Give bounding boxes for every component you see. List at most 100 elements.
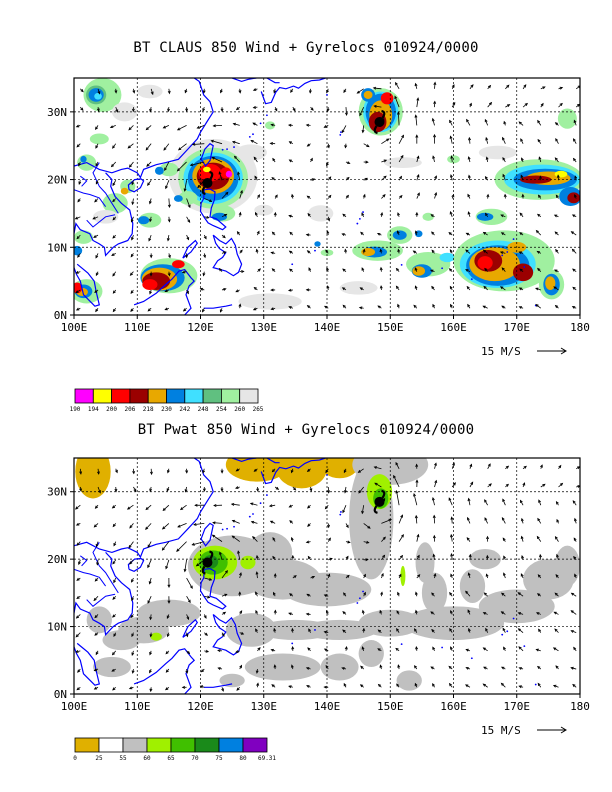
wind-vector (168, 253, 171, 259)
wind-vector (161, 523, 170, 530)
wind-vector (164, 289, 170, 292)
wind-vector (221, 632, 225, 637)
coastline (231, 78, 258, 83)
wind-vector (434, 175, 437, 181)
island (506, 630, 509, 633)
wind-vector (149, 289, 152, 295)
wind-vector (112, 523, 117, 528)
shading-blob (235, 144, 267, 161)
island (501, 254, 504, 257)
wind-vector (519, 499, 524, 506)
wind-vector (112, 686, 117, 691)
wind-vector (76, 234, 81, 240)
wind-vector (554, 157, 559, 163)
wind-vector (95, 143, 99, 149)
wind-vector (130, 614, 134, 619)
wind-vector (374, 482, 382, 488)
wind-vector (342, 268, 347, 272)
wind-vector (519, 232, 524, 236)
wind-vector (432, 514, 436, 524)
lat-tick-label: 30N (47, 486, 67, 499)
colorbar: 190 194 200 206 218 230 242 248 254 260 265 (70, 388, 264, 413)
shading-blob (478, 145, 517, 160)
wind-vector (165, 650, 170, 655)
wind-vector (292, 486, 297, 491)
wind-vector (552, 647, 559, 652)
wind-vector (362, 627, 366, 633)
gridlines (74, 78, 580, 315)
wind-vector (555, 574, 559, 579)
wind-vector (112, 559, 117, 565)
shading-blob (173, 195, 183, 202)
wind-vector (113, 541, 117, 547)
colorbar-swatch (74, 737, 100, 753)
wind-vector (255, 571, 259, 579)
wind-vector (255, 211, 258, 217)
coastline (74, 458, 214, 559)
wind-vector (535, 303, 542, 309)
shading-blob (74, 230, 93, 244)
wind-vector (252, 105, 258, 109)
wind-vector (324, 504, 329, 510)
country-border (92, 542, 119, 594)
wind-vector (537, 682, 542, 688)
wind-vector (380, 211, 384, 217)
colorbar-swatch (202, 388, 222, 404)
wind-vector (540, 102, 544, 108)
wind-vector (433, 572, 437, 579)
wind-vector (469, 84, 474, 90)
wind-vector (75, 270, 81, 274)
colorbar-label: 60 (143, 755, 151, 762)
wind-vector (186, 289, 189, 295)
wind-vector (327, 537, 331, 542)
wind-vector (217, 667, 223, 670)
island (226, 527, 228, 530)
wind-vector (412, 250, 418, 254)
wind-vector (522, 84, 527, 90)
wind-vector (537, 574, 542, 579)
wind-vector (288, 504, 294, 508)
wind-vector (239, 572, 242, 579)
wind-vector (431, 592, 435, 597)
wind-vector (536, 535, 542, 542)
wind-vector (500, 232, 506, 236)
wind-vector (395, 461, 400, 469)
wind-vector (115, 106, 119, 113)
wind-vector (239, 631, 245, 635)
coastline (203, 304, 233, 309)
wind-vector (326, 107, 330, 113)
wind-vector (482, 683, 488, 688)
wind-vector (450, 646, 453, 652)
wind-vector (416, 155, 420, 163)
wind-vector (149, 614, 153, 621)
wind-vector (416, 554, 420, 561)
wind-vector (76, 577, 81, 581)
coastline (203, 683, 233, 688)
wind-vector (395, 285, 400, 291)
wind-vector (253, 156, 258, 163)
wind-vector (309, 486, 313, 492)
wind-vector (256, 486, 260, 492)
wind-vector (79, 468, 83, 475)
wind-vector (486, 554, 489, 560)
wind-vector (373, 104, 382, 108)
wind-vector (431, 231, 435, 236)
wind-vector (540, 86, 546, 90)
shading-blob (567, 192, 580, 204)
wind-vector (482, 305, 488, 309)
wind-vector (572, 500, 577, 506)
island (523, 266, 526, 268)
wind-vector (323, 630, 329, 634)
wind-vector (199, 685, 205, 689)
wind-vector (535, 612, 541, 615)
wind-vector (357, 468, 364, 473)
wind-vector (540, 464, 543, 469)
wind-vector (97, 486, 101, 494)
wind-vector (306, 304, 311, 309)
wind-vector (95, 161, 99, 167)
shading-blob (159, 162, 179, 177)
wind-vector (130, 307, 134, 313)
wind-vector (196, 125, 205, 129)
wind-vector (218, 171, 223, 181)
island (362, 590, 364, 593)
